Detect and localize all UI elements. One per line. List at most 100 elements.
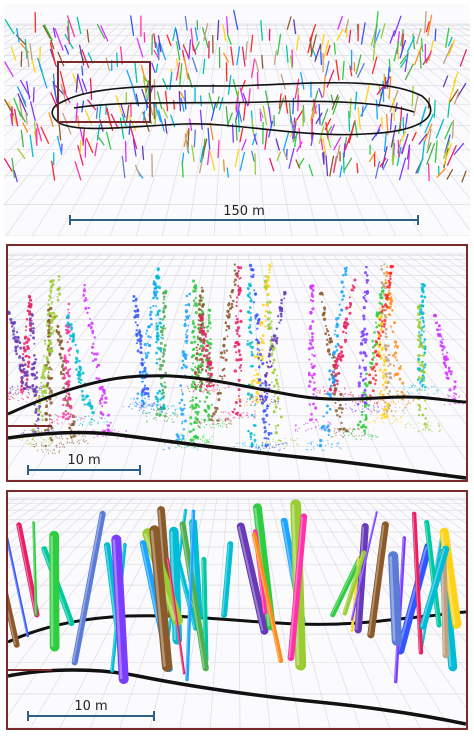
point: [162, 324, 166, 328]
point: [380, 416, 384, 420]
stem-cylinder: [111, 534, 129, 685]
point: [83, 283, 86, 287]
point: [48, 312, 51, 315]
point: [198, 420, 200, 422]
point: [422, 428, 425, 430]
point: [61, 446, 64, 448]
tree-stroke: [389, 112, 393, 131]
point: [181, 433, 183, 435]
point: [267, 450, 270, 452]
point: [423, 422, 427, 426]
point: [447, 394, 449, 396]
point: [365, 372, 369, 376]
point: [18, 341, 22, 345]
point: [68, 374, 71, 378]
tree-stroke: [379, 157, 387, 168]
tree-stroke: [157, 35, 162, 53]
point: [141, 411, 144, 413]
point: [197, 327, 200, 330]
point: [14, 392, 17, 394]
point: [362, 305, 366, 310]
point: [370, 438, 373, 440]
point: [368, 435, 370, 438]
point: [116, 437, 119, 440]
point: [265, 301, 269, 304]
point: [35, 385, 38, 387]
point: [393, 420, 395, 423]
point: [223, 351, 226, 355]
point: [259, 323, 262, 327]
tree-stroke: [293, 19, 297, 35]
point: [315, 418, 318, 421]
point: [294, 425, 297, 427]
point: [41, 431, 43, 433]
point: [149, 306, 152, 309]
point: [51, 316, 55, 320]
tree-stroke: [388, 76, 392, 100]
point: [36, 409, 40, 413]
tree-stroke: [180, 97, 185, 112]
point: [417, 304, 420, 307]
point: [13, 397, 15, 400]
point: [137, 397, 140, 400]
point: [377, 350, 381, 354]
point: [394, 356, 397, 359]
point: [228, 412, 230, 414]
tree-stroke: [320, 138, 324, 151]
point: [281, 308, 283, 311]
point: [143, 342, 147, 347]
point: [47, 344, 50, 348]
point: [261, 445, 263, 447]
point: [393, 340, 398, 344]
point: [65, 395, 68, 398]
point: [267, 284, 271, 288]
point: [329, 339, 334, 344]
tree-point-cloud: [261, 275, 300, 449]
tree-stroke: [17, 93, 28, 116]
point: [243, 402, 246, 405]
point: [342, 330, 345, 334]
point: [225, 419, 228, 421]
point: [373, 402, 376, 405]
tree-stroke: [203, 23, 209, 41]
point: [319, 389, 321, 392]
point: [358, 395, 360, 397]
point: [218, 423, 220, 425]
point: [384, 355, 388, 359]
point: [24, 383, 28, 387]
point: [76, 441, 78, 443]
point: [56, 338, 60, 342]
point: [36, 449, 39, 452]
point: [69, 434, 72, 437]
point: [93, 437, 95, 439]
point: [332, 376, 336, 381]
point: [228, 385, 230, 387]
tree-stroke: [325, 60, 330, 76]
point: [233, 416, 236, 419]
point: [212, 426, 215, 429]
tree-stroke: [164, 118, 168, 134]
point: [190, 383, 193, 386]
point: [283, 297, 286, 300]
point: [50, 414, 52, 417]
point: [279, 448, 281, 451]
point: [111, 429, 113, 431]
point: [342, 325, 345, 328]
point: [220, 411, 222, 413]
point: [365, 416, 368, 420]
point: [155, 322, 158, 325]
point: [199, 357, 203, 361]
point: [53, 421, 56, 423]
point: [332, 392, 336, 396]
stem-cylinder: [330, 556, 363, 618]
stem-cylinder: [8, 592, 20, 648]
point: [66, 314, 70, 318]
point-cloud-scene: 10 m: [8, 253, 466, 480]
point: [49, 296, 52, 299]
point: [389, 275, 392, 278]
point: [33, 422, 36, 425]
tree-stroke: [357, 106, 361, 130]
point: [190, 340, 194, 345]
tree-stroke: [375, 11, 379, 31]
point: [358, 365, 361, 368]
